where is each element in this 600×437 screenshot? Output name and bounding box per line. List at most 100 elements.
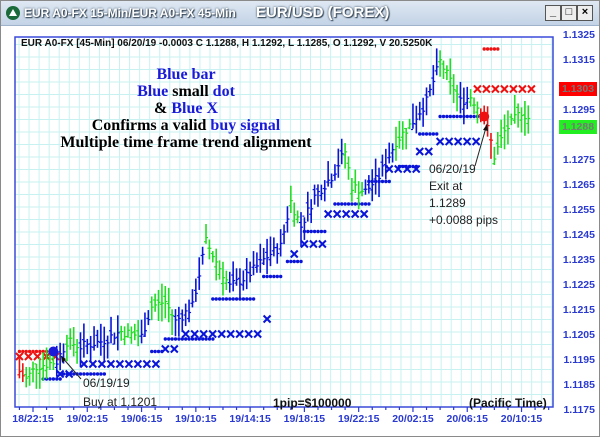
blue-stop-dot	[231, 297, 235, 301]
y-tick-label: 1.1205	[563, 329, 595, 341]
x-tick-label: 19/06:15	[121, 413, 163, 425]
blue-stop-dot	[61, 372, 66, 376]
blue-stop-x	[208, 329, 217, 339]
blue-stop-x	[385, 164, 394, 174]
x-tick-label: 19/22:15	[338, 413, 380, 425]
blue-stop-dot	[167, 337, 171, 341]
blue-stop-dot	[343, 202, 347, 206]
blue-stop-dot	[187, 337, 191, 341]
red-stop-x	[518, 84, 527, 94]
pip-value: 1pip=$100000	[273, 396, 352, 410]
last-price-badge-red: 1.1303	[559, 82, 597, 96]
blue-stop-dot	[58, 377, 62, 381]
exit-note-date: 06/20/19	[429, 162, 476, 176]
red-stop-dot	[496, 47, 500, 51]
blue-stop-dot	[228, 297, 232, 301]
blue-stop-dot	[384, 179, 388, 184]
red-stop-dot	[34, 349, 39, 354]
blue-stop-x	[199, 329, 208, 339]
blue-stop-x	[181, 329, 190, 339]
blue-stop-dot	[472, 114, 476, 119]
blue-stop-dot	[428, 132, 432, 136]
blue-stop-dot	[435, 132, 439, 136]
blue-stop-dot	[441, 114, 446, 119]
blue-stop-dot	[316, 229, 320, 234]
maximize-button[interactable]: □	[561, 5, 577, 21]
blue-stop-dot	[387, 179, 391, 184]
blue-stop-x	[350, 209, 360, 219]
red-stop-dot	[17, 349, 22, 354]
blue-stop-x	[190, 329, 199, 339]
x-tick-label: 19/14:15	[229, 413, 271, 425]
blue-stop-x	[217, 329, 226, 339]
blue-stop-dot	[184, 337, 188, 341]
red-stop-dot	[41, 349, 45, 354]
blue-stop-x	[151, 359, 161, 369]
blue-stop-dot	[336, 202, 341, 206]
red-stop-dot	[38, 349, 42, 354]
blue-stop-dot	[99, 372, 103, 376]
x-tick-label: 19/02:15	[67, 413, 109, 425]
blue-stop-dot	[452, 114, 456, 119]
blue-stop-dot	[285, 259, 290, 264]
y-tick-label: 1.1265	[563, 179, 595, 191]
blue-stop-dot	[292, 259, 296, 264]
blue-stop-dot	[438, 114, 442, 119]
blue-stop-x	[359, 209, 369, 219]
buy-arrow-head	[61, 356, 66, 363]
blue-stop-dot	[238, 297, 242, 301]
x-tick-label: 20/02:15	[392, 413, 434, 425]
y-tick-label: 1.1295	[563, 104, 595, 116]
red-stop-x	[15, 352, 24, 361]
blue-stop-x	[124, 359, 134, 369]
blue-stop-dot	[95, 372, 100, 376]
blue-stop-dot	[44, 377, 49, 381]
blue-stop-x	[226, 329, 235, 339]
blue-stop-dot	[455, 114, 459, 119]
blue-stop-dot	[353, 202, 358, 206]
blue-stop-dot	[465, 114, 469, 119]
blue-stop-dot	[275, 274, 279, 279]
blue-stop-dot	[201, 337, 205, 341]
blue-stop-x	[309, 239, 318, 249]
y-tick-label: 1.1235	[563, 254, 595, 266]
blue-stop-dot	[289, 259, 293, 264]
blue-stop-x	[244, 329, 253, 339]
title-bar[interactable]: EUR A0-FX 15-Min/EUR A0-FX 45-Min EUR/US…	[1, 1, 599, 26]
blue-stop-dot	[224, 297, 229, 301]
minimize-button[interactable]: _	[545, 5, 561, 21]
red-stop-dot	[482, 47, 486, 51]
blue-stop-dot	[180, 337, 185, 341]
blue-stop-dot	[299, 259, 303, 264]
price-chart[interactable]: 1.1325 1.1315 1.1295 1.1275 1.1265 1.1255 1.12…	[1, 25, 599, 436]
blue-stop-x	[403, 164, 412, 174]
blue-stop-dot	[150, 349, 154, 354]
blue-stop-dot	[245, 297, 249, 301]
x-tick-label: 19/18:15	[284, 413, 326, 425]
buy-note-date: 06/19/19	[83, 376, 130, 390]
blue-stop-dot	[261, 274, 266, 279]
blue-stop-dot	[360, 202, 364, 206]
blue-stop-dot	[78, 372, 83, 376]
blue-stop-dot	[295, 259, 300, 264]
blue-stop-dot	[153, 349, 157, 354]
red-stop-dot	[24, 349, 28, 354]
blue-stop-dot	[48, 377, 52, 381]
blue-stop-x	[161, 344, 170, 354]
blue-stop-x	[64, 369, 74, 379]
y-tick-label: 1.1215	[563, 304, 595, 316]
blue-stop-x	[290, 249, 299, 259]
annotation-line-1: Blue bar	[156, 66, 216, 83]
timezone-label: (Pacific Time)	[469, 396, 547, 410]
red-stop-x	[482, 84, 491, 94]
blue-stop-x	[471, 137, 481, 146]
exit-note: 06/20/19 Exit at 1.1289 +0.0088 pips	[429, 161, 498, 229]
blue-stop-dot	[380, 179, 385, 184]
y-tick-label: 1.1275	[563, 154, 595, 166]
blue-stop-x	[79, 359, 89, 369]
blue-stop-dot	[241, 297, 246, 301]
blue-stop-dot	[173, 337, 178, 341]
red-stop-dot	[489, 47, 493, 51]
close-button[interactable]: ×	[577, 5, 593, 21]
blue-stop-x	[323, 209, 333, 219]
